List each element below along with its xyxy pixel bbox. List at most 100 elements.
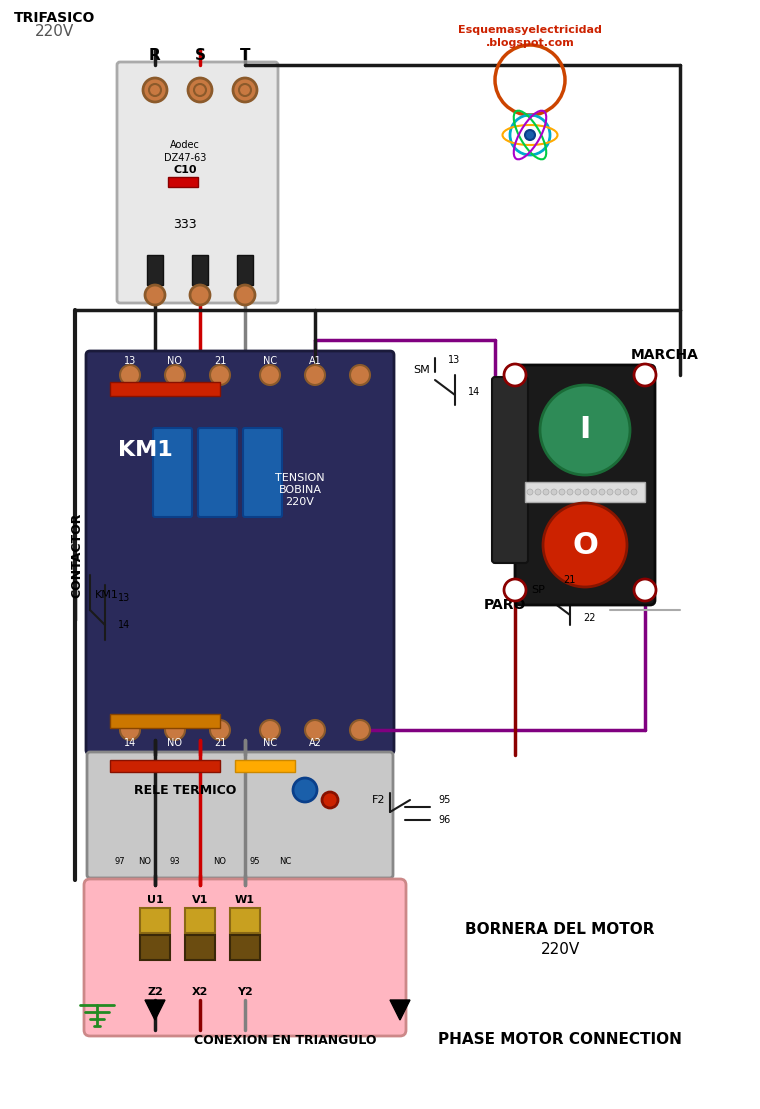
Circle shape [525,130,535,140]
Circle shape [322,792,338,808]
Text: 14: 14 [124,737,136,747]
Circle shape [543,489,549,495]
Bar [185,935,215,960]
Bar [140,908,170,933]
Text: 220V: 220V [36,24,74,40]
Text: PARO: PARO [484,598,526,612]
Text: 93: 93 [169,857,180,866]
Circle shape [615,489,621,495]
Text: 13: 13 [124,356,136,366]
Text: KM1: KM1 [118,440,173,460]
Circle shape [120,720,140,740]
Circle shape [527,489,533,495]
Bar [185,908,215,933]
Circle shape [607,489,613,495]
Text: 21: 21 [563,574,575,586]
Text: Z2: Z2 [147,987,163,997]
Circle shape [634,579,656,601]
Text: C10: C10 [173,165,197,175]
Circle shape [120,365,140,385]
Text: SP: SP [531,586,545,596]
Circle shape [591,489,597,495]
Text: V1: V1 [192,895,208,905]
Bar [147,255,163,285]
Text: Esquemasyelectricidad: Esquemasyelectricidad [458,26,602,35]
Text: A2: A2 [309,737,321,747]
Text: 22: 22 [638,586,652,596]
Text: CONTACTOR: CONTACTOR [71,512,84,598]
FancyBboxPatch shape [87,752,393,878]
Text: R: R [149,48,161,62]
Text: BORNERA DEL MOTOR: BORNERA DEL MOTOR [465,923,655,937]
FancyBboxPatch shape [117,62,278,303]
FancyBboxPatch shape [492,377,528,563]
Bar [140,935,170,960]
Text: 97: 97 [115,857,125,866]
Circle shape [540,385,630,475]
Text: W1: W1 [235,895,255,905]
Text: NO: NO [214,857,226,866]
Text: SM: SM [413,365,430,375]
Circle shape [350,720,370,740]
Text: CONEXION EN TRIANGULO: CONEXION EN TRIANGULO [194,1034,376,1047]
Bar [168,177,198,187]
Text: 95: 95 [438,795,451,805]
Text: I: I [579,416,591,445]
FancyBboxPatch shape [515,365,655,606]
Circle shape [583,489,589,495]
Circle shape [260,365,280,385]
Circle shape [575,489,581,495]
Text: RELE TERMICO: RELE TERMICO [134,783,236,796]
Text: NC: NC [263,356,277,366]
Circle shape [305,720,325,740]
Bar [230,935,260,960]
Bar [192,255,208,285]
Text: 21: 21 [508,586,522,596]
Circle shape [235,285,255,305]
Bar [230,908,260,933]
Circle shape [260,720,280,740]
FancyBboxPatch shape [84,879,406,1036]
Text: 21: 21 [214,737,226,747]
Circle shape [233,78,257,102]
Text: Aodec: Aodec [170,140,200,150]
Circle shape [149,84,161,96]
Text: U1: U1 [147,895,163,905]
Circle shape [194,84,206,96]
Circle shape [350,365,370,385]
Circle shape [535,489,541,495]
Bar [235,760,295,772]
Text: 14: 14 [118,620,130,630]
Text: A1: A1 [309,356,321,366]
Polygon shape [145,1000,165,1020]
Circle shape [210,720,230,740]
Circle shape [210,365,230,385]
Text: .blogspot.com: .blogspot.com [486,38,575,48]
Text: X2: X2 [192,987,208,997]
Circle shape [293,779,317,802]
Circle shape [599,489,605,495]
Text: Y2: Y2 [237,987,253,997]
Circle shape [631,489,637,495]
Text: MARCHA: MARCHA [631,348,699,362]
Text: NO: NO [167,737,182,747]
Text: KM1: KM1 [95,590,119,600]
Text: 13: 13 [448,355,461,365]
Text: TRIFASICO: TRIFASICO [14,11,96,26]
Circle shape [165,720,185,740]
Bar [525,482,645,502]
FancyBboxPatch shape [198,428,237,517]
Circle shape [188,78,212,102]
Text: 21: 21 [214,356,226,366]
FancyBboxPatch shape [153,428,192,517]
Text: 13: 13 [118,593,130,603]
Circle shape [165,365,185,385]
Circle shape [190,285,210,305]
Circle shape [239,84,251,96]
Text: NC: NC [263,737,277,747]
Circle shape [559,489,565,495]
Text: O: O [572,530,598,560]
Circle shape [504,364,526,386]
Text: 95: 95 [250,857,260,866]
Text: NO: NO [167,356,182,366]
